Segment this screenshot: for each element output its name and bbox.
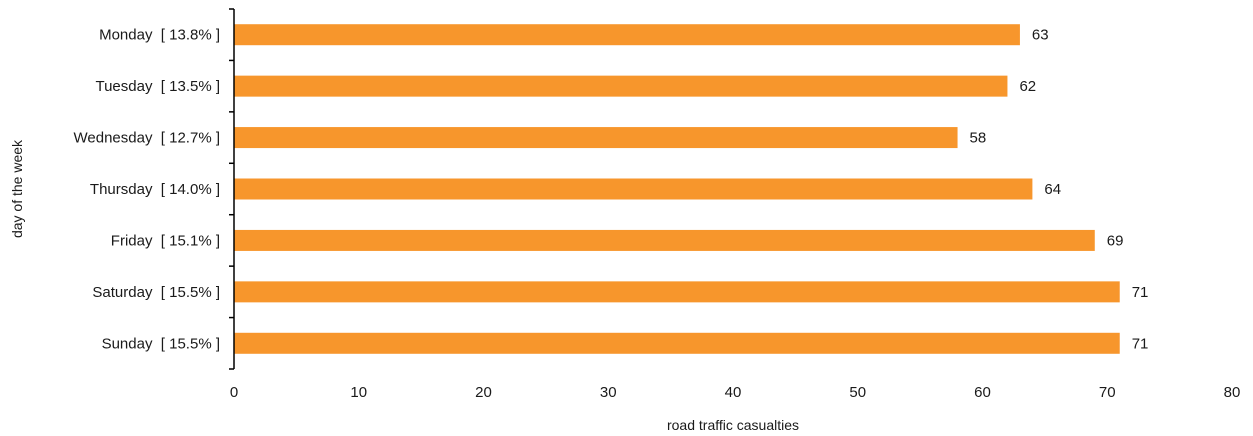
data-label-saturday: 71 [1132,284,1149,301]
x-tick-label: 40 [725,384,742,401]
bars-group [234,24,1120,354]
bar-wednesday [234,127,958,149]
y-axis-title: day of the week [9,139,25,238]
bar-thursday [234,178,1033,200]
category-label-friday: Friday [ 15.1% ] [111,232,220,249]
category-label-saturday: Saturday [ 15.5% ] [92,284,220,301]
bar-sunday [234,332,1120,354]
category-label-thursday: Thursday [ 14.0% ] [90,181,220,198]
data-label-friday: 69 [1107,232,1124,249]
category-label-wednesday: Wednesday [ 12.7% ] [74,130,220,147]
category-labels-group: Monday [ 13.8% ] Tuesday [ 13.5% ] Wednesd… [74,27,220,353]
x-tick-label: 10 [350,384,367,401]
x-tick-label: 20 [475,384,492,401]
category-label-monday: Monday [ 13.8% ] [99,27,220,44]
x-tick-label: 80 [1224,384,1241,401]
x-tick-label: 50 [849,384,866,401]
category-label-sunday: Sunday [ 15.5% ] [102,335,220,352]
x-tick-labels-group: 0 10 20 30 40 50 60 70 80 [230,384,1241,401]
data-label-monday: 63 [1032,27,1049,44]
data-label-tuesday: 62 [1019,78,1036,95]
x-tick-label: 70 [1099,384,1116,401]
bar-monday [234,24,1020,46]
data-label-sunday: 71 [1132,335,1149,352]
x-tick-label: 30 [600,384,617,401]
x-tick-label: 60 [974,384,991,401]
bar-friday [234,229,1095,251]
data-label-thursday: 64 [1044,181,1061,198]
x-tick-label: 0 [230,384,238,401]
x-axis-title: road traffic casualties [667,417,799,433]
bar-saturday [234,281,1120,303]
bar-tuesday [234,75,1008,97]
y-axis [229,8,235,370]
value-labels-group: 63 62 58 64 69 71 71 [970,27,1149,353]
category-label-tuesday: Tuesday [ 13.5% ] [95,78,220,95]
data-label-wednesday: 58 [970,130,987,147]
